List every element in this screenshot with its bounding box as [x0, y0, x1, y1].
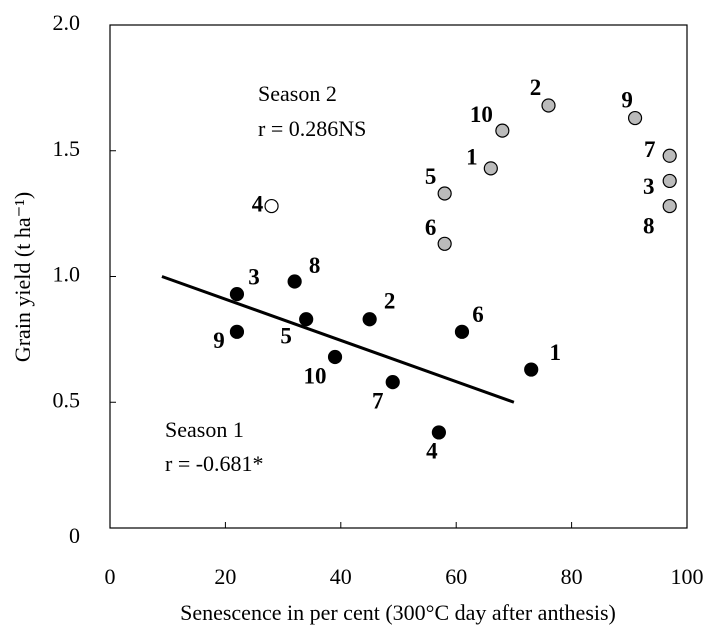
point-label: 2 — [384, 289, 396, 314]
point-label: 3 — [643, 174, 655, 199]
fit-line — [161, 275, 515, 404]
point-label: 9 — [621, 87, 633, 112]
point — [287, 274, 302, 289]
x-axis-label: Senescence in per cent (300°C day after … — [180, 600, 616, 625]
point — [541, 98, 556, 113]
point-label: 6 — [425, 215, 437, 240]
point — [662, 198, 677, 214]
x-tick-label: 60 — [445, 564, 467, 589]
point-label: 5 — [425, 164, 437, 189]
point — [327, 349, 343, 365]
point-label: 7 — [372, 388, 384, 413]
point-label: 9 — [213, 328, 225, 353]
x-tick-label: 40 — [330, 564, 352, 589]
x-tick-label: 0 — [105, 564, 116, 589]
point — [437, 186, 452, 201]
point-label: 1 — [466, 145, 478, 170]
x-tick-label: 20 — [214, 564, 236, 589]
point — [229, 287, 245, 302]
point — [229, 324, 245, 339]
point-label: 10 — [470, 102, 493, 127]
point — [524, 362, 539, 377]
point — [299, 312, 314, 327]
point-label: 10 — [304, 363, 327, 388]
annotation: r = -0.681* — [165, 451, 264, 476]
point-label: 2 — [530, 75, 542, 100]
point — [431, 425, 446, 440]
point — [627, 110, 643, 126]
point — [437, 236, 452, 251]
point — [662, 173, 677, 189]
y-tick-label: 2.0 — [53, 10, 81, 35]
point-label: 3 — [248, 264, 260, 289]
y-tick-label: 1.5 — [53, 136, 81, 161]
point-label: 8 — [309, 253, 321, 278]
x-tick-label: 100 — [671, 564, 704, 589]
point — [495, 123, 510, 138]
point-label: 1 — [549, 340, 561, 365]
point-label: 4 — [252, 191, 264, 216]
point-label: 8 — [643, 213, 655, 238]
point-label: 5 — [280, 324, 292, 349]
point — [385, 375, 400, 390]
point-label: 6 — [472, 302, 484, 327]
point — [483, 161, 498, 176]
annotation: r = 0.286NS — [258, 116, 366, 141]
point — [662, 148, 677, 163]
point-label: 4 — [426, 439, 438, 464]
point-label: 7 — [644, 137, 656, 162]
y-tick-label: 1.0 — [53, 262, 81, 287]
y-tick-label: 0.5 — [53, 387, 81, 412]
series-name: Season 1 — [165, 417, 244, 442]
point — [362, 312, 377, 327]
y-tick-label: 0 — [69, 523, 80, 548]
x-tick-label: 80 — [561, 564, 583, 589]
point — [264, 198, 279, 214]
point — [454, 324, 470, 339]
y-axis-label: Grain yield (t ha⁻¹) — [10, 192, 35, 362]
series-name: Season 2 — [258, 81, 337, 106]
